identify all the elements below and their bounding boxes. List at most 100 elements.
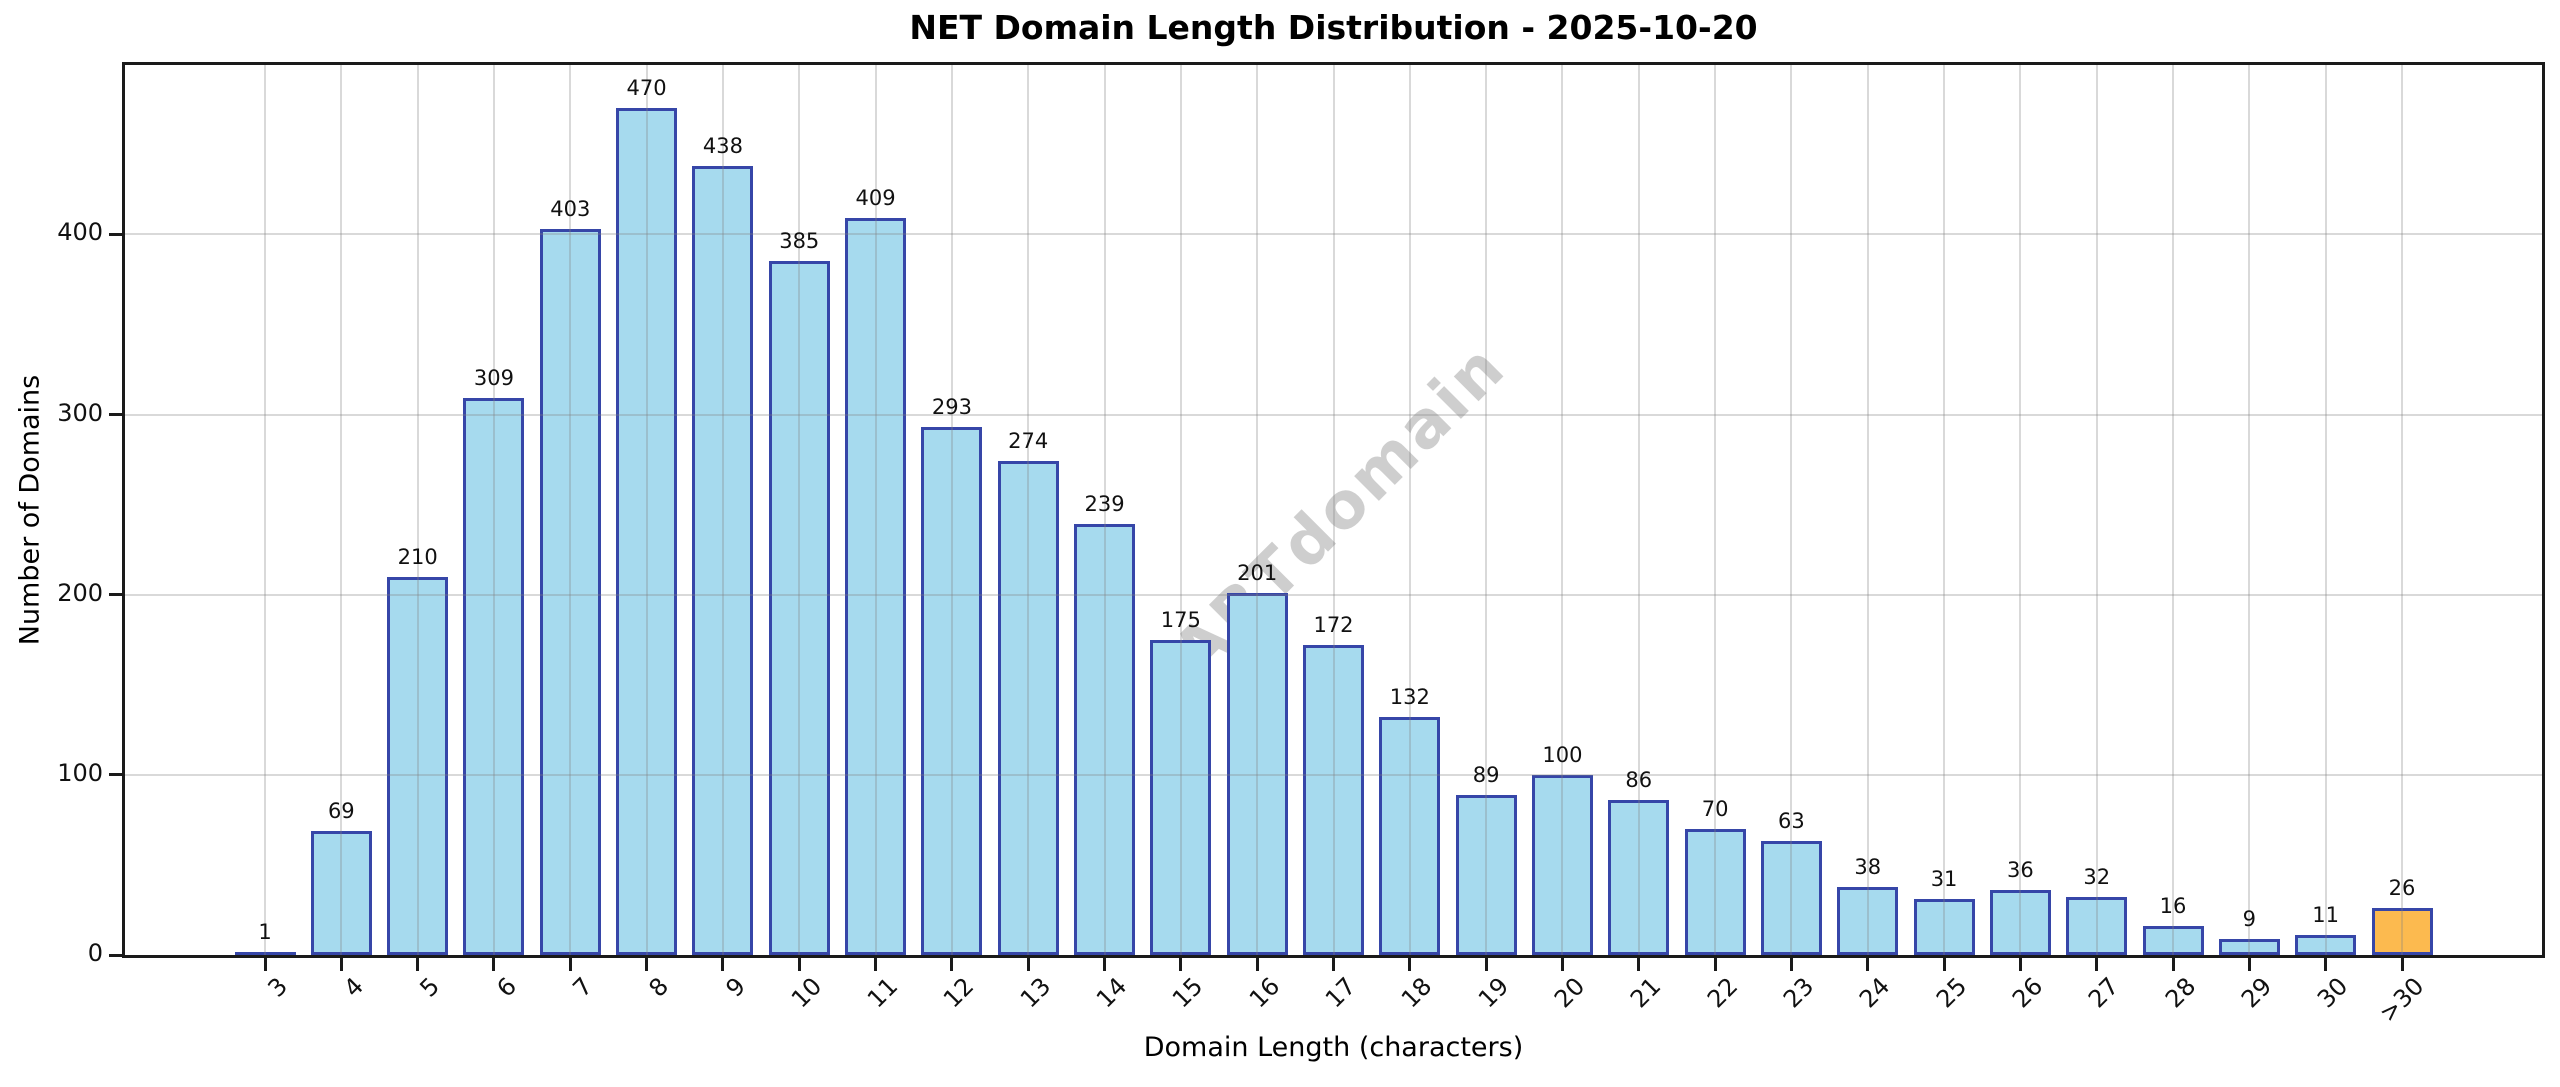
x-tick-mark	[721, 958, 725, 971]
bar-value-label: 470	[626, 76, 667, 101]
gridline-vertical	[1561, 65, 1564, 955]
bar-value-label: 63	[1778, 809, 1805, 834]
x-tick-mark	[1637, 958, 1641, 971]
bar-16	[1226, 592, 1288, 955]
bar-value-label: 38	[1854, 854, 1882, 879]
bar-17	[1303, 645, 1364, 955]
x-tick-label: >30	[2374, 972, 2430, 1028]
bar-4	[310, 830, 372, 955]
x-tick-mark	[1026, 958, 1030, 971]
bar-8	[616, 108, 678, 955]
bar-9	[692, 165, 754, 955]
bar-value-label: 409	[855, 186, 896, 211]
x-tick-label: 10	[785, 972, 828, 1014]
x-tick-label: 23	[1777, 972, 1820, 1014]
gridline-horizontal	[125, 413, 2542, 416]
bar-22	[1684, 828, 1746, 955]
gridline-vertical	[1790, 65, 1793, 955]
gridline-vertical	[2324, 65, 2327, 955]
x-tick-mark	[1713, 958, 1717, 971]
x-tick-label: 22	[1701, 972, 1743, 1014]
x-tick-mark	[1560, 958, 1564, 971]
x-tick-label: 8	[643, 972, 675, 1003]
bar-30	[2295, 935, 2357, 955]
x-tick-label: 26	[2006, 972, 2049, 1014]
x-tick-label: 5	[414, 972, 446, 1003]
gridline-vertical	[1637, 65, 1640, 955]
x-tick-label: 27	[2083, 972, 2125, 1014]
bar-value-label: 274	[1008, 429, 1049, 454]
x-tick-label: 16	[1243, 972, 1285, 1014]
bar-value-label: 132	[1389, 685, 1430, 710]
x-tick-label: 13	[1014, 972, 1057, 1014]
gridline-vertical	[1866, 65, 1869, 955]
x-tick-label: 14	[1090, 972, 1133, 1014]
bar-value-label: 11	[2312, 903, 2340, 928]
bar-value-label: 36	[2007, 858, 2034, 883]
x-tick-mark	[416, 958, 420, 971]
gridline-horizontal	[125, 593, 2542, 596]
gridline-vertical	[492, 65, 495, 955]
bar-14	[1074, 524, 1136, 955]
bar-value-label: 293	[931, 395, 972, 420]
gridline-vertical	[874, 65, 877, 955]
bar-value-label: 31	[1930, 867, 1958, 892]
gridline-vertical	[1714, 65, 1717, 955]
x-tick-label: 9	[720, 972, 751, 1003]
x-tick-mark	[2171, 958, 2175, 971]
x-tick-mark	[492, 958, 496, 971]
x-tick-mark	[1866, 958, 1870, 971]
x-tick-label: 11	[861, 972, 904, 1014]
x-tick-mark	[1179, 958, 1183, 971]
bar-value-label: 86	[1625, 768, 1653, 793]
gridline-vertical	[1256, 65, 1259, 955]
bar-value-label: 172	[1313, 613, 1354, 638]
x-tick-label: 25	[1930, 972, 1972, 1014]
bar-24	[1837, 886, 1899, 955]
x-axis-title: Domain Length (characters)	[1143, 1032, 1524, 1063]
gridline-vertical	[1027, 65, 1030, 955]
bar-value-label: 9	[2242, 906, 2257, 931]
x-tick-label: 4	[338, 972, 370, 1003]
bar->30	[2371, 908, 2433, 955]
bar-value-label: 210	[397, 544, 438, 569]
y-tick-mark	[109, 232, 122, 236]
gridline-horizontal	[125, 773, 2542, 776]
x-tick-mark	[1255, 958, 1259, 971]
gridline-vertical	[340, 65, 343, 955]
bar-13	[997, 461, 1059, 955]
x-tick-mark	[950, 958, 954, 971]
gridline-vertical	[2019, 65, 2022, 955]
x-tick-label: 24	[1854, 972, 1896, 1014]
x-tick-mark	[797, 958, 801, 971]
bar-value-label: 89	[1472, 762, 1500, 787]
bar-18	[1379, 717, 1441, 955]
bar-value-label: 26	[2388, 876, 2416, 901]
bar-value-label: 32	[2083, 865, 2111, 890]
x-tick-label: 7	[567, 972, 599, 1003]
x-tick-mark	[263, 958, 267, 971]
bar-15	[1150, 639, 1212, 955]
bar-value-label: 69	[327, 798, 355, 823]
x-tick-mark	[1942, 958, 1946, 971]
gridline-vertical	[416, 65, 419, 955]
bar-value-label: 309	[473, 366, 514, 391]
gridline-horizontal	[125, 233, 2542, 236]
x-tick-label: 17	[1319, 972, 1362, 1014]
bar-value-label: 403	[550, 196, 591, 221]
bar-value-label: 239	[1084, 492, 1125, 517]
gridline-vertical	[264, 65, 266, 955]
gridline-vertical	[721, 65, 724, 955]
y-tick-label: 400	[57, 218, 103, 247]
x-tick-label: 20	[1548, 972, 1591, 1014]
gridline-vertical	[1485, 65, 1488, 955]
y-tick-mark	[109, 773, 122, 777]
y-tick-mark	[109, 953, 122, 957]
x-tick-label: 28	[2159, 972, 2201, 1014]
gridline-vertical	[2248, 65, 2251, 955]
x-tick-mark	[2324, 958, 2328, 971]
x-tick-mark	[2095, 958, 2099, 971]
x-tick-mark	[1103, 958, 1107, 971]
bar-23	[1760, 841, 1822, 955]
